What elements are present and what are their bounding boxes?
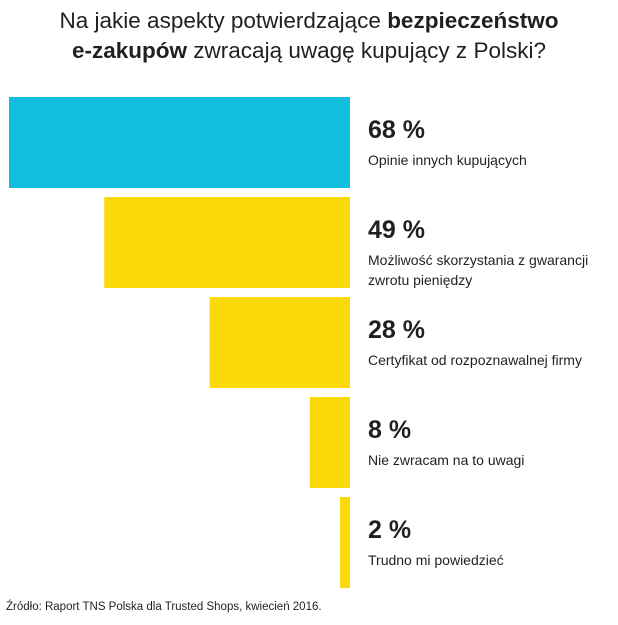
category-label-3: Certyfikat od rozpoznawalnej firmy	[368, 352, 582, 368]
chart-title-part: zwracają uwagę kupujący z Polski?	[187, 38, 546, 63]
bar-2	[104, 197, 350, 288]
category-label-2: Możliwość skorzystania z gwarancji	[368, 252, 588, 268]
bar-4	[309, 397, 350, 488]
value-label-3: 28 %	[368, 316, 425, 344]
value-label-4: 8 %	[368, 416, 411, 444]
chart-title: Na jakie aspekty potwierdzające bezpiecz…	[0, 6, 618, 66]
category-label-4: Nie zwracam na to uwagi	[368, 452, 524, 468]
chart-title-bold-part: e-zakupów	[72, 38, 188, 63]
category-label-5: Trudno mi powiedzieć	[368, 552, 504, 568]
chart-title-line-2: e-zakupów zwracają uwagę kupujący z Pols…	[0, 36, 618, 66]
value-label-5: 2 %	[368, 516, 411, 544]
chart-title-part: Na jakie aspekty potwierdzające	[59, 8, 388, 33]
value-label-2: 49 %	[368, 216, 425, 244]
bar-1	[9, 97, 350, 188]
bar-3	[209, 297, 350, 388]
category-label-2: zwrotu pieniędzy	[368, 272, 472, 288]
category-label-1: Opinie innych kupujących	[368, 152, 527, 168]
bar-5	[339, 497, 350, 588]
chart-title-line-1: Na jakie aspekty potwierdzające bezpiecz…	[0, 6, 618, 36]
source-note: Źródło: Raport TNS Polska dla Trusted Sh…	[6, 601, 322, 613]
chart-title-bold-part: bezpieczeństwo	[387, 8, 559, 33]
value-label-1: 68 %	[368, 116, 425, 144]
